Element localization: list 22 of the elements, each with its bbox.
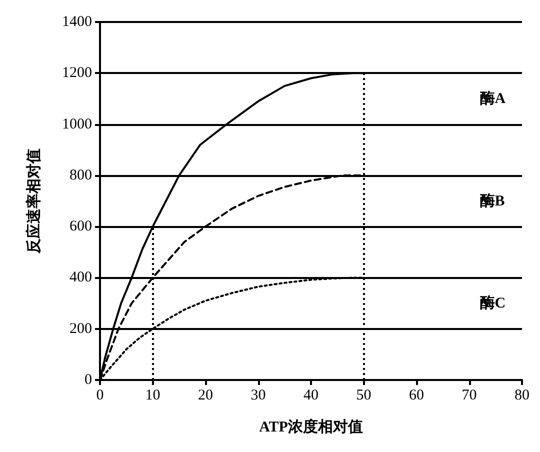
text: 酶B bbox=[480, 192, 505, 210]
y-tick-label: 1200 bbox=[62, 65, 92, 82]
y-tick-label: 1000 bbox=[62, 116, 92, 132]
x-tick-label: 50 bbox=[356, 388, 372, 404]
y-axis-title: 反应速率相对值 bbox=[24, 148, 42, 254]
y-tick-label: 600 bbox=[70, 218, 92, 235]
x-axis-title: ATP浓度相对值 bbox=[259, 418, 363, 436]
text: 酶C bbox=[480, 294, 506, 312]
x-tick-label: 40 bbox=[304, 388, 318, 404]
x-tick-label: 0 bbox=[96, 388, 104, 404]
x-tick-label: 80 bbox=[514, 388, 530, 404]
y-tick-label: 1400 bbox=[62, 14, 92, 30]
text: 酶A bbox=[480, 90, 506, 108]
x-tick-label: 70 bbox=[462, 388, 477, 404]
y-tick-label: 0 bbox=[84, 372, 92, 388]
y-tick-label: 200 bbox=[70, 320, 92, 337]
x-tick-label: 10 bbox=[145, 388, 160, 404]
x-tick-label: 60 bbox=[409, 388, 424, 404]
y-tick-label: 800 bbox=[70, 167, 92, 184]
x-tick-label: 30 bbox=[250, 388, 266, 404]
y-tick-label: 400 bbox=[70, 270, 92, 286]
x-tick-label: 20 bbox=[198, 388, 213, 404]
